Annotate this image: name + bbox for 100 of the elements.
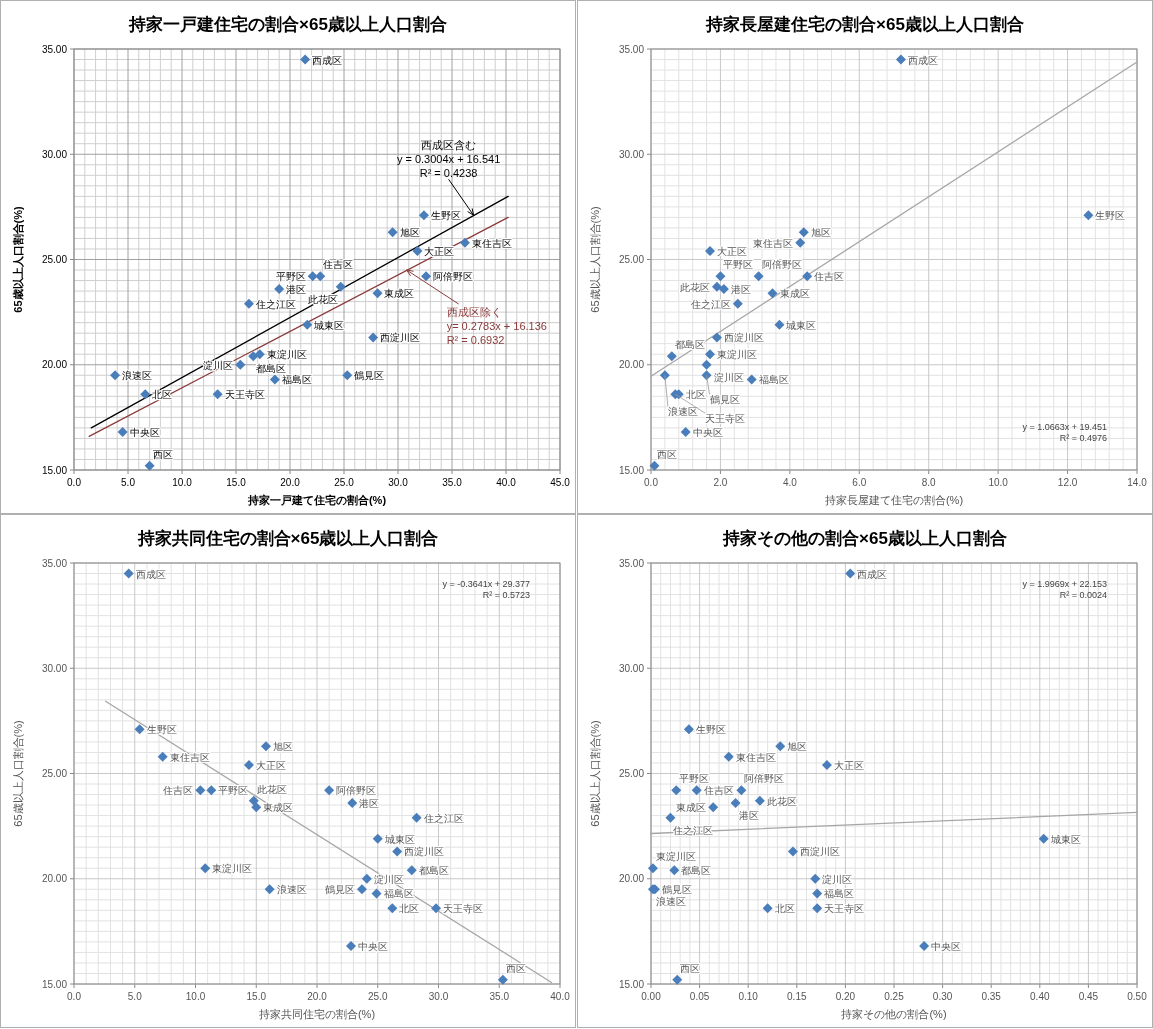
- y-axis-title: 65歳以上人口割合(%): [589, 720, 601, 827]
- y-axis-title: 65歳以上人口割合(%): [12, 720, 24, 827]
- annotation: 淀川区: [822, 873, 853, 885]
- x-tick-label: 0.15: [787, 991, 807, 1002]
- chart-title: 持家その他の割合×65歳以上人口割合: [722, 529, 1007, 548]
- annotation: 都島区: [418, 865, 449, 877]
- annotation: y = 1.9969x + 22.153 R² = 0.0024: [1022, 579, 1107, 601]
- annotation: 中央区: [692, 427, 723, 439]
- y-tick-label: 25.00: [41, 768, 68, 779]
- annotation: 港区: [286, 283, 307, 295]
- annotation: 東成区: [384, 288, 415, 300]
- annotation: 阿倍野区: [433, 271, 474, 283]
- annotation: 西成区含む y = 0.3004x + 16.541 R² = 0.4238: [396, 139, 501, 179]
- annotation: 北区: [685, 389, 706, 401]
- x-tick-label: 0.0: [67, 477, 82, 488]
- x-tick-label: 40.0: [550, 991, 571, 1002]
- x-tick-label: 14.0: [1127, 477, 1148, 488]
- annotation: 大正区: [255, 760, 286, 772]
- annotation: 平野区: [218, 785, 249, 797]
- y-tick-label: 25.00: [41, 254, 68, 265]
- x-tick-label: 10.0: [172, 477, 193, 488]
- y-tick-label: 15.00: [618, 464, 645, 476]
- y-tick-label: 25.00: [618, 254, 645, 265]
- annotation: 旭区: [272, 741, 293, 753]
- annotation: 淀川区: [373, 873, 404, 885]
- annotation: 西淀川区: [404, 846, 445, 858]
- x-tick-label: 12.0: [1057, 477, 1078, 488]
- annotation: 福島区: [758, 374, 789, 386]
- annotation: 都島区: [256, 363, 287, 375]
- annotation: 西淀川区: [380, 332, 421, 344]
- annotation: 西淀川区: [799, 846, 840, 858]
- x-tick-label: 6.0: [852, 477, 867, 488]
- x-tick-label: 35.0: [442, 477, 463, 488]
- annotation: 西成区除く y= 0.2783x + 16.136 R² = 0.6932: [446, 306, 547, 346]
- x-tick-label: 0.35: [981, 991, 1002, 1002]
- y-tick-label: 25.00: [618, 768, 645, 779]
- annotation: 阿倍野区: [761, 259, 802, 271]
- annotation: 福島区: [824, 888, 855, 900]
- x-tick-label: 0.40: [1030, 991, 1050, 1002]
- x-tick-label: 10.0: [988, 477, 1009, 488]
- y-tick-label: 20.00: [41, 873, 68, 885]
- x-axis-title: 持家長屋建て住宅の割合(%): [824, 494, 964, 506]
- annotation: 都島区: [681, 865, 712, 877]
- annotation: 旭区: [810, 227, 831, 239]
- y-tick-label: 15.00: [41, 464, 68, 476]
- annotation: 鶴見区: [324, 884, 355, 896]
- y-axis-title: 65歳以上人口割合(%): [12, 205, 25, 313]
- annotation: 生野区: [1095, 210, 1126, 222]
- annotation: 天王寺区: [705, 413, 746, 425]
- x-tick-label: 30.0: [388, 477, 409, 488]
- annotation: 西区: [680, 962, 701, 974]
- y-tick-label: 30.00: [618, 148, 645, 160]
- annotation: 城東区: [1049, 833, 1081, 845]
- y-tick-label: 35.00: [41, 557, 68, 569]
- annotation: 西淀川区: [723, 332, 764, 344]
- x-tick-label: 20.0: [307, 991, 328, 1002]
- annotation: 浪速区: [122, 370, 153, 382]
- x-tick-label: 0.45: [1078, 991, 1099, 1002]
- chart-title: 持家一戸建住宅の割合×65歳以上人口割合: [128, 15, 447, 34]
- y-tick-label: 35.00: [41, 43, 68, 55]
- x-tick-label: 0.00: [641, 991, 662, 1002]
- annotation: 住之江区: [255, 298, 296, 310]
- x-tick-label: 0.05: [689, 991, 710, 1002]
- y-tick-label: 20.00: [618, 873, 645, 885]
- x-tick-label: 0.30: [932, 991, 953, 1002]
- annotation: 東住吉区: [471, 237, 512, 249]
- annotation: 西成区: [135, 568, 166, 580]
- annotation: 北区: [399, 903, 420, 915]
- annotation: 平野区: [275, 271, 306, 283]
- annotation: 住吉区: [163, 785, 194, 797]
- annotation: 中央区: [931, 941, 962, 953]
- annotation: 城東区: [313, 319, 345, 331]
- annotation: 住之江区: [673, 824, 714, 836]
- annotation: 大正区: [833, 760, 864, 772]
- annotation: 東成区: [676, 802, 707, 814]
- x-tick-label: 2.0: [713, 477, 728, 488]
- annotation: 此花区: [766, 795, 797, 807]
- annotation: 福島区: [383, 888, 414, 900]
- annotation: 東淀川区: [717, 349, 758, 361]
- annotation: 都島区: [674, 339, 705, 351]
- annotation: 此花区: [679, 281, 710, 293]
- annotation: 大正区: [717, 246, 748, 258]
- y-tick-label: 35.00: [618, 557, 645, 569]
- y-tick-label: 35.00: [618, 43, 645, 55]
- annotation: 天王寺区: [824, 903, 865, 915]
- x-tick-label: 0.0: [644, 477, 659, 488]
- annotation: 旭区: [787, 741, 808, 753]
- annotation: 旭区: [399, 227, 420, 239]
- y-axis-title: 65歳以上人口割合(%): [589, 206, 601, 313]
- annotation: 平野区: [723, 259, 754, 271]
- annotation: 西成区: [857, 568, 888, 580]
- annotation: 阿倍野区: [336, 785, 377, 797]
- x-tick-label: 35.0: [489, 991, 510, 1002]
- x-tick-label: 30.0: [428, 991, 449, 1002]
- annotation: y = 1.0663x + 19.451 R² = 0.4976: [1022, 422, 1107, 444]
- annotation: 淀川区: [713, 371, 744, 383]
- annotation: 阿倍野区: [744, 773, 785, 785]
- annotation: 鶴見区: [709, 394, 740, 406]
- annotation: 港区: [738, 809, 759, 821]
- annotation: 中央区: [129, 427, 160, 439]
